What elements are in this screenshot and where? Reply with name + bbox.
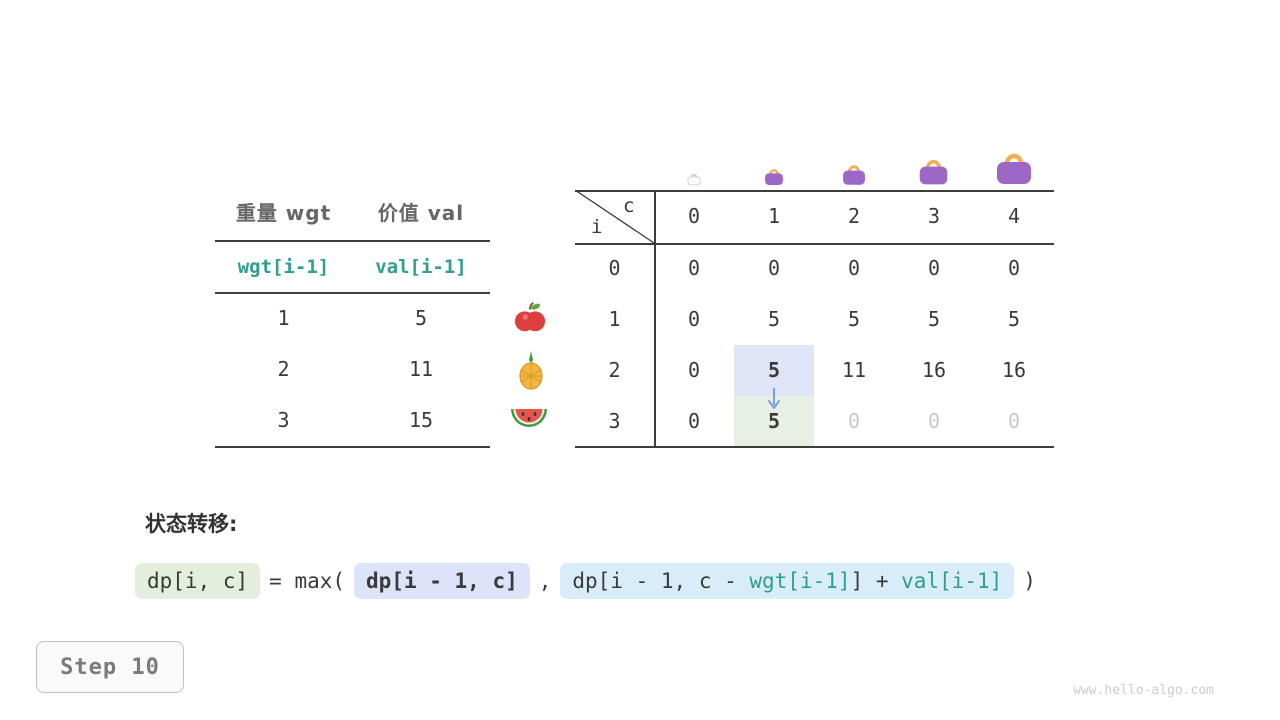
formula-eq: = max( xyxy=(269,569,346,593)
item-val-3: 15 xyxy=(408,408,434,432)
dp-row-label-0: 0 xyxy=(608,256,621,280)
item-table-header-weight: 重量 wgt xyxy=(235,201,332,225)
item-table-header-value: 价值 val xyxy=(377,201,465,225)
item-wgt-2: 2 xyxy=(277,357,290,381)
dp-cell-target: 5 xyxy=(767,409,781,433)
dp-cell: 0 xyxy=(927,256,941,280)
corner-col-var: c xyxy=(623,195,635,217)
dp-col-header-4: 4 xyxy=(1007,204,1021,228)
dp-cell: 0 xyxy=(847,256,861,280)
dp-row-label-2: 2 xyxy=(608,358,621,382)
dp-col-header-3: 3 xyxy=(927,204,941,228)
formula-arg2: dp[i - 1, c - wgt[i-1]] + val[i-1] xyxy=(560,563,1015,599)
divider xyxy=(215,446,490,448)
watermelon-icon xyxy=(509,406,549,436)
dp-cell: 0 xyxy=(1007,409,1021,433)
dp-cell: 0 xyxy=(927,409,941,433)
dp-table: c i 0 1 2 3 4 0 1 2 3 0 0 0 0 0 0 5 5 5 … xyxy=(575,190,1055,448)
apple-icon xyxy=(513,301,547,339)
state-transition-formula: dp[i, c] = max( dp[i - 1, c] , dp[i - 1,… xyxy=(135,560,1036,602)
divider xyxy=(654,190,656,447)
bag-icon-capacity-1 xyxy=(762,164,786,190)
corner-row-var: i xyxy=(591,216,603,238)
dp-row-label-3: 3 xyxy=(608,409,621,433)
formula-comma: , xyxy=(538,569,552,593)
item-table-index-val: val[i-1] xyxy=(375,256,467,278)
item-wgt-3: 3 xyxy=(277,408,290,432)
bag-icon-capacity-4 xyxy=(991,144,1037,190)
dp-cell: 0 xyxy=(1007,256,1021,280)
dp-col-header-1: 1 xyxy=(767,204,781,228)
dp-cell: 0 xyxy=(847,409,861,433)
dp-row-label-1: 1 xyxy=(608,307,621,331)
formula-close: ) xyxy=(1023,569,1036,593)
item-val-1: 5 xyxy=(414,306,428,330)
dp-cell: 5 xyxy=(767,307,781,331)
dp-highlight-source xyxy=(734,345,814,396)
dp-cell: 5 xyxy=(927,307,941,331)
item-table-index-wgt: wgt[i-1] xyxy=(237,256,330,278)
bag-icon-capacity-3 xyxy=(915,152,952,190)
dp-cell: 0 xyxy=(687,358,701,382)
formula-arg1: dp[i - 1, c] xyxy=(354,563,530,599)
pineapple-icon xyxy=(514,350,548,394)
item-table: 重量 wgt 价值 val wgt[i-1] val[i-1] 1 5 2 11… xyxy=(215,190,490,448)
transition-arrow-icon xyxy=(768,388,780,409)
formula-arg2-pre: dp[i - 1, c - xyxy=(572,569,750,593)
dp-cell: 16 xyxy=(1001,358,1027,382)
dp-cell: 16 xyxy=(921,358,947,382)
dp-cell: 0 xyxy=(687,307,701,331)
formula-arg2-mid: ] + xyxy=(850,569,902,593)
bag-icon-capacity-0 xyxy=(685,170,703,190)
dp-cell-source: 5 xyxy=(767,358,781,382)
dp-col-header-0: 0 xyxy=(687,204,701,228)
formula-arg2-wgt: wgt[i-1] xyxy=(749,569,851,593)
dp-col-header-2: 2 xyxy=(847,204,861,228)
dp-cell: 0 xyxy=(767,256,781,280)
divider xyxy=(575,190,1054,192)
dp-cell: 0 xyxy=(687,256,701,280)
formula-arg2-val: val[i-1] xyxy=(901,569,1003,593)
divider xyxy=(575,243,1054,245)
watermark: www.hello-algo.com xyxy=(1073,683,1214,698)
dp-cell: 11 xyxy=(841,358,867,382)
dp-cell: 5 xyxy=(1007,307,1021,331)
dp-cell: 5 xyxy=(847,307,861,331)
item-wgt-1: 1 xyxy=(277,306,290,330)
dp-cell: 0 xyxy=(687,409,701,433)
step-indicator: Step 10 xyxy=(36,641,184,693)
formula-title: 状态转移: xyxy=(145,512,238,536)
divider xyxy=(215,292,490,294)
divider xyxy=(215,240,490,242)
divider xyxy=(575,446,1054,448)
formula-lhs: dp[i, c] xyxy=(135,563,261,599)
corner-diagonal-line xyxy=(575,190,655,244)
step-label: Step 10 xyxy=(60,654,160,680)
bag-icon-capacity-2 xyxy=(839,159,869,190)
item-val-2: 11 xyxy=(408,357,434,381)
